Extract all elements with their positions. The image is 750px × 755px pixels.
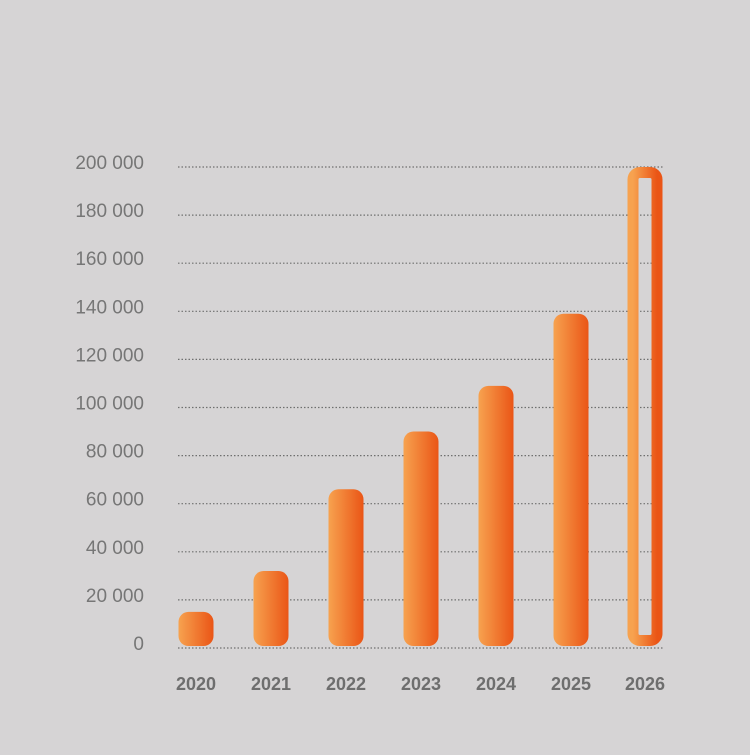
y-tick-label: 160 000 (75, 249, 144, 270)
bars (178, 167, 663, 646)
bar (553, 313, 589, 646)
y-tick-label: 60 000 (86, 490, 144, 511)
x-tick-label: 2022 (326, 674, 366, 694)
y-axis-ticks: 0 20 000 40 000 60 000 80 000 100 000 120 000 1… (75, 153, 144, 655)
y-tick-label: 80 000 (86, 442, 144, 463)
x-tick-label: 2024 (476, 674, 516, 694)
x-tick-label: 2020 (176, 674, 216, 694)
y-tick-label: 0 (133, 634, 144, 655)
bar-projected (627, 167, 663, 646)
x-tick-label: 2025 (551, 674, 591, 694)
y-tick-label: 180 000 (75, 201, 144, 222)
bar (328, 489, 364, 646)
x-tick-label: 2023 (401, 674, 441, 694)
y-tick-label: 120 000 (75, 345, 144, 366)
y-tick-label: 40 000 (86, 538, 144, 559)
x-tick-label: 2021 (251, 674, 291, 694)
bar (178, 611, 214, 646)
bar (478, 385, 514, 646)
y-tick-label: 20 000 (86, 586, 144, 607)
y-tick-label: 200 000 (75, 153, 144, 174)
y-tick-label: 100 000 (75, 394, 144, 415)
y-tick-label: 140 000 (75, 297, 144, 318)
x-axis-ticks: 2020 2021 2022 2023 2024 2025 2026 (176, 674, 665, 694)
bar (403, 431, 439, 646)
bar (253, 571, 289, 646)
x-tick-label: 2026 (625, 674, 665, 694)
